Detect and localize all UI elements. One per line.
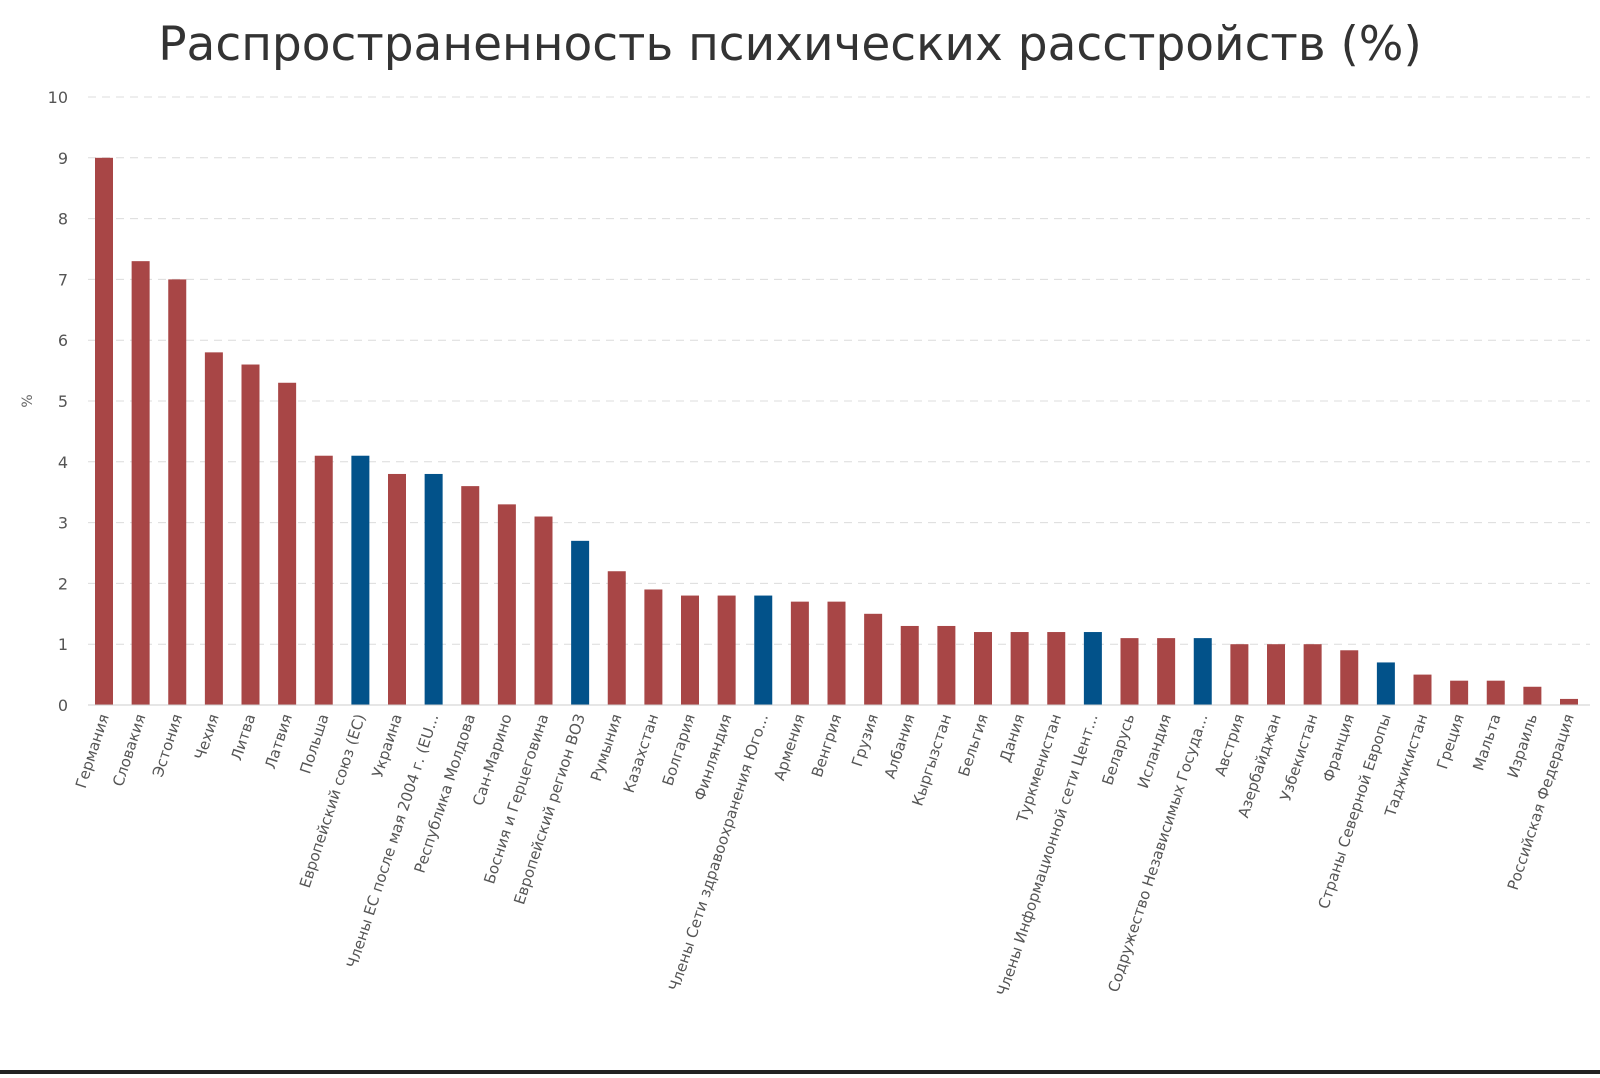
y-tick-label: 2 bbox=[58, 574, 68, 593]
bar bbox=[1267, 644, 1285, 705]
bar bbox=[1486, 680, 1505, 705]
y-tick-label: 9 bbox=[58, 149, 68, 168]
chart-title: Распространенность психических расстройс… bbox=[158, 17, 1422, 72]
bar bbox=[1413, 674, 1432, 705]
x-tick-label: Литва bbox=[227, 712, 259, 763]
x-tick-label: Франция bbox=[1319, 712, 1358, 785]
bar bbox=[388, 473, 406, 705]
bar bbox=[424, 473, 443, 705]
bar bbox=[1157, 638, 1176, 705]
bar bbox=[1010, 632, 1029, 705]
y-tick-label: 10 bbox=[48, 88, 68, 107]
y-tick-label: 4 bbox=[58, 453, 68, 472]
bars bbox=[95, 157, 1578, 706]
bar bbox=[717, 595, 736, 705]
bar bbox=[1303, 644, 1322, 705]
y-tick-label: 5 bbox=[58, 392, 68, 411]
x-tick-label: Узбекистан bbox=[1276, 712, 1321, 804]
x-tick-label: Финляндия bbox=[690, 712, 735, 803]
bar bbox=[204, 352, 223, 705]
x-tick-label: Чехия bbox=[191, 712, 223, 762]
bar bbox=[900, 625, 919, 705]
x-tick-label: Австрия bbox=[1211, 712, 1248, 779]
bar bbox=[1230, 644, 1249, 705]
y-tick-label: 0 bbox=[58, 696, 68, 715]
x-tick-label: Греция bbox=[1433, 712, 1468, 772]
x-tick-label: Латвия bbox=[261, 712, 296, 772]
x-tick-label: Израиль bbox=[1504, 712, 1542, 780]
bar bbox=[461, 486, 480, 705]
y-axis-ticks: 0 1 2 3 4 5 6 7 8 9 10 bbox=[48, 88, 68, 715]
bar bbox=[1523, 686, 1542, 705]
bar bbox=[937, 625, 956, 705]
x-tick-label: Эстония bbox=[149, 712, 186, 780]
bar bbox=[864, 613, 883, 705]
y-tick-label: 6 bbox=[58, 331, 68, 350]
x-tick-label: Беларусь bbox=[1098, 712, 1138, 788]
gridlines bbox=[88, 96, 1590, 645]
bar bbox=[754, 595, 773, 705]
bar bbox=[278, 382, 297, 705]
y-tick-label: 3 bbox=[58, 514, 68, 533]
bar bbox=[974, 632, 992, 705]
bar bbox=[790, 601, 809, 705]
bar bbox=[1450, 680, 1469, 705]
bar bbox=[497, 504, 516, 705]
bar bbox=[241, 364, 260, 705]
bar bbox=[607, 571, 626, 705]
bar bbox=[534, 516, 553, 705]
x-tick-label: Мальта bbox=[1469, 712, 1504, 773]
y-tick-label: 1 bbox=[58, 635, 68, 654]
x-tick-label: Армения bbox=[770, 712, 808, 783]
x-tick-label: Румыния bbox=[587, 712, 626, 784]
bar bbox=[1340, 650, 1359, 705]
bottom-border bbox=[0, 1070, 1600, 1074]
x-tick-label: Дания bbox=[996, 712, 1028, 765]
bar bbox=[1047, 632, 1066, 705]
x-tick-label: Словакия bbox=[109, 712, 149, 789]
x-tick-label: Казахстан bbox=[620, 712, 662, 795]
x-tick-label: Германия bbox=[72, 712, 113, 791]
bar bbox=[168, 279, 187, 705]
bar bbox=[681, 595, 699, 705]
bar bbox=[351, 455, 370, 705]
x-tick-label: Болгария bbox=[659, 712, 699, 788]
y-tick-label: 7 bbox=[58, 270, 68, 289]
x-tick-label: Исландия bbox=[1134, 712, 1175, 791]
bar bbox=[1376, 662, 1395, 705]
bar bbox=[1560, 698, 1578, 705]
bar bbox=[1193, 638, 1212, 705]
bar bbox=[314, 455, 333, 705]
bar bbox=[827, 601, 846, 705]
x-tick-label: Бельгия bbox=[955, 712, 992, 779]
bar bbox=[1083, 632, 1102, 705]
x-tick-label: Польша bbox=[296, 712, 332, 776]
bar bbox=[571, 540, 590, 705]
x-tick-label: Венгрия bbox=[808, 712, 845, 780]
bar bbox=[95, 157, 113, 706]
x-tick-label: Албания bbox=[881, 712, 919, 781]
x-tick-label: Грузия bbox=[848, 712, 882, 769]
y-tick-label: 8 bbox=[58, 210, 68, 229]
x-tick-label: Украина bbox=[368, 712, 405, 780]
bar bbox=[1120, 638, 1139, 705]
bar bbox=[131, 261, 150, 705]
bar bbox=[644, 589, 663, 705]
y-axis-label: % bbox=[20, 394, 36, 407]
